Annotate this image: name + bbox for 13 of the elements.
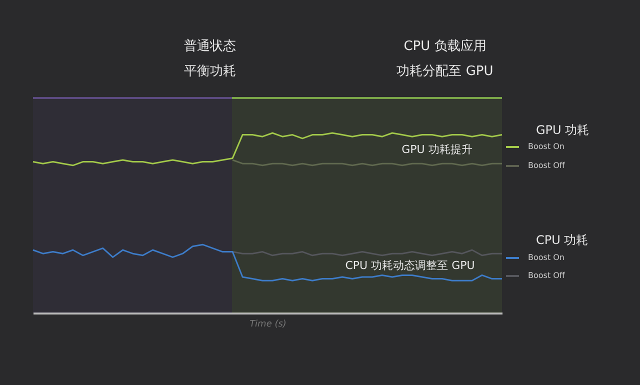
text: 功耗分配至 GPU (396, 64, 494, 79)
text: 普通状态 (184, 38, 236, 54)
legend-label: Boost Off (528, 161, 566, 170)
text: GPU 功耗 (536, 123, 590, 137)
text: CPU 负载应用 (404, 38, 486, 54)
annotation: GPU 功耗提升 (402, 143, 472, 156)
text: 平衡功耗 (184, 64, 236, 79)
x-axis-title: Time (s) (250, 320, 286, 330)
legend-label: Boost On (528, 253, 564, 262)
legend-label: Boost Off (528, 271, 566, 280)
annotation: CPU 功耗动态调整至 GPU (345, 259, 475, 272)
legend-label: Boost On (528, 142, 564, 151)
text: CPU 功耗 (536, 233, 588, 247)
